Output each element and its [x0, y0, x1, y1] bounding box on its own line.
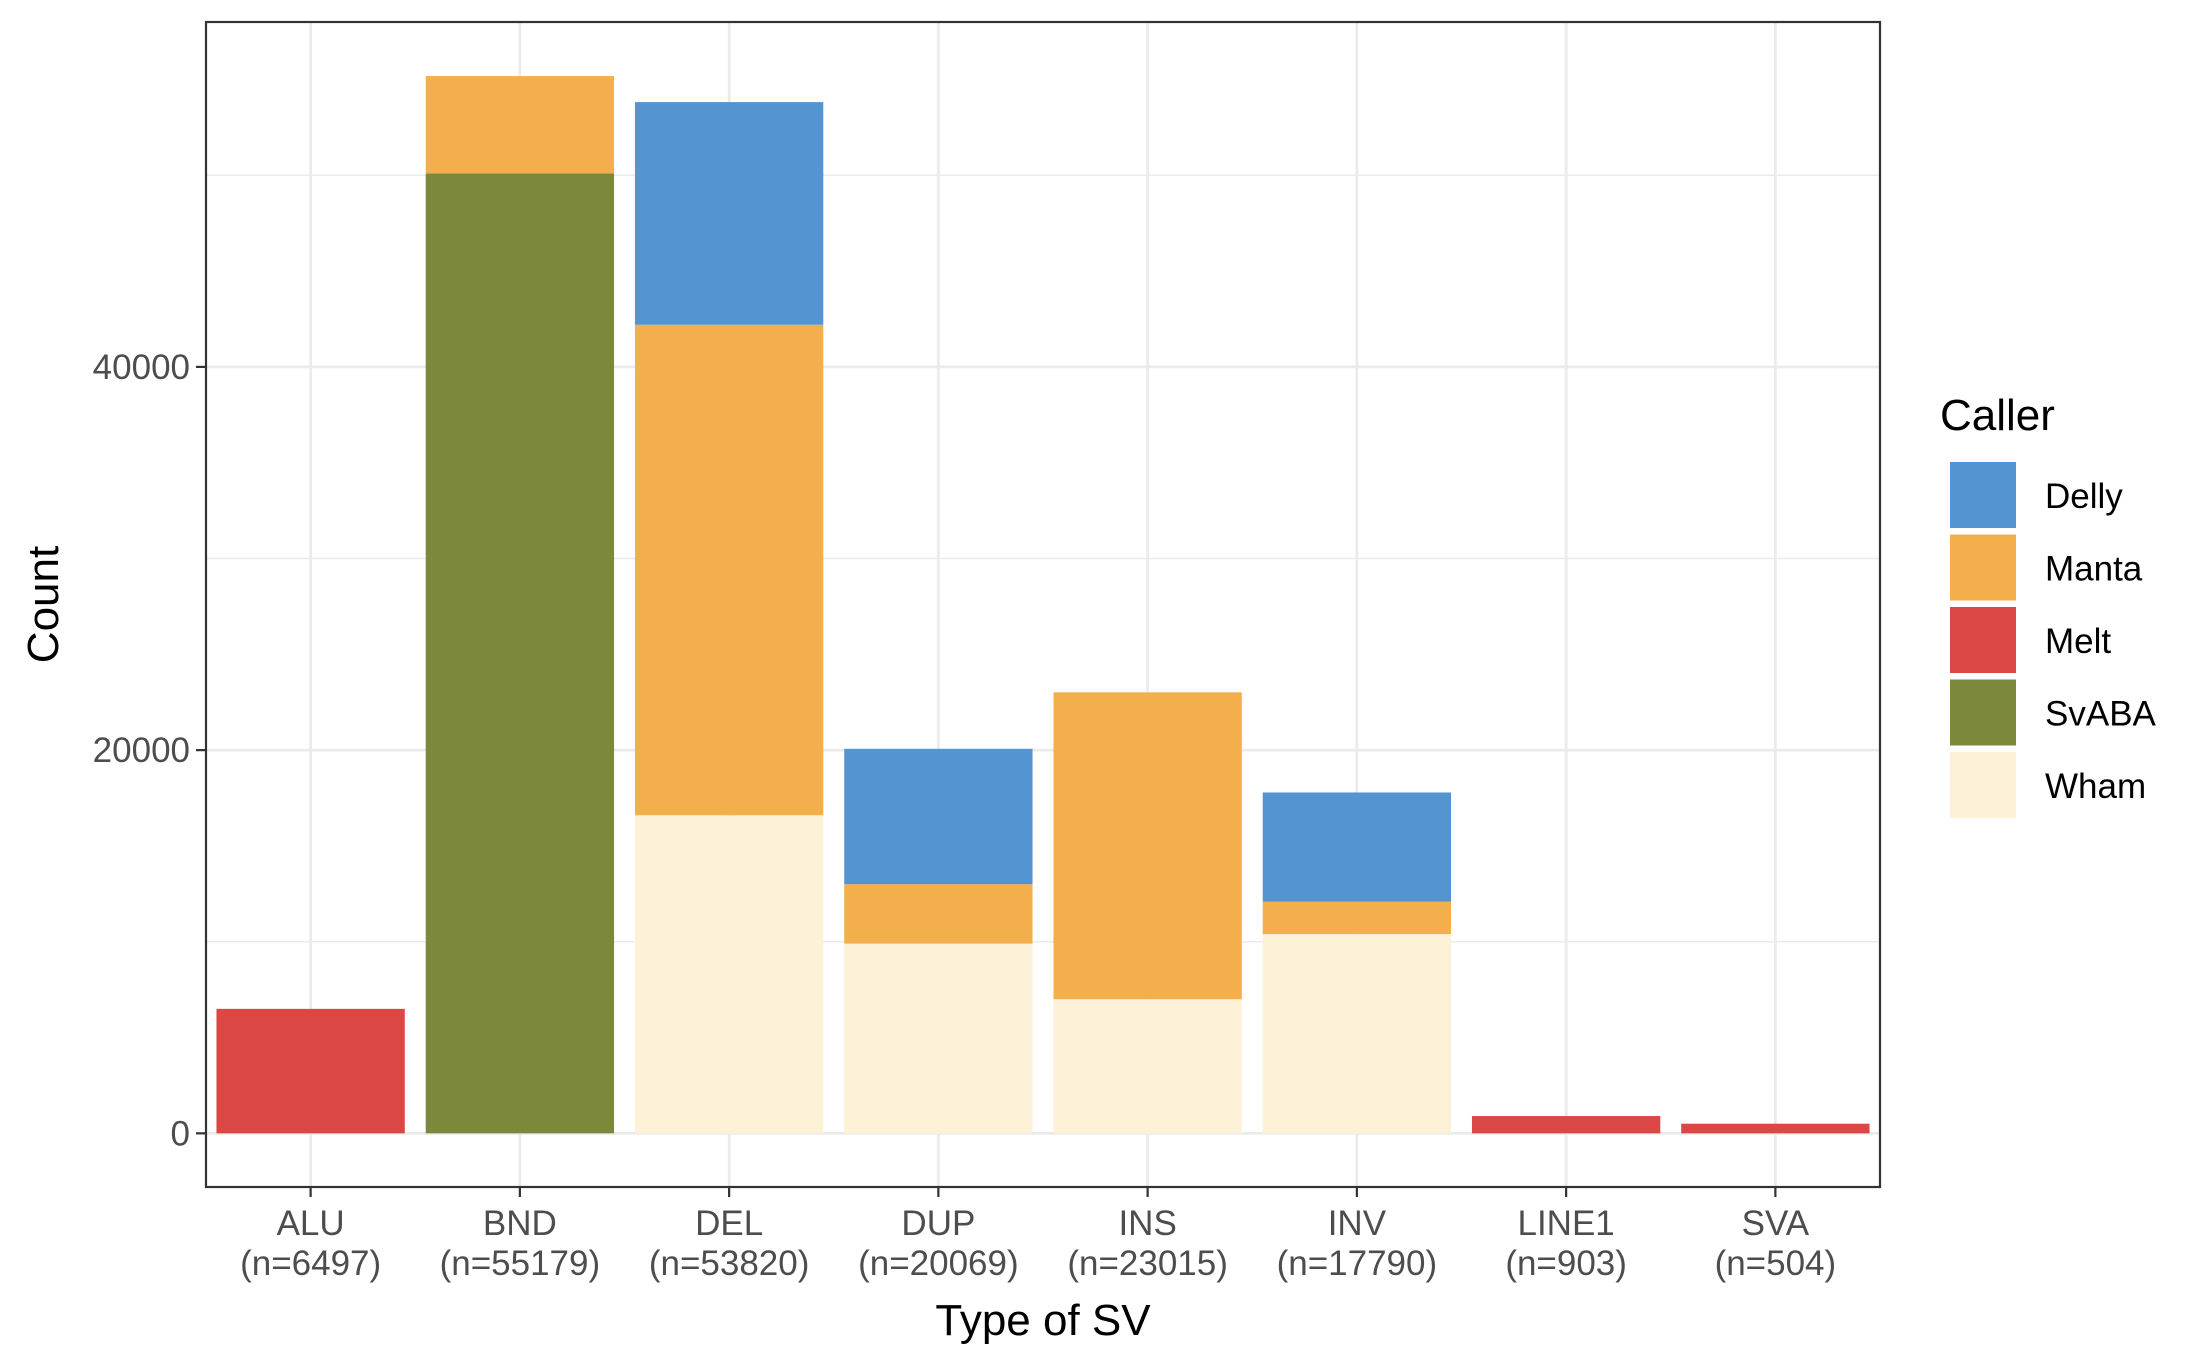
x-tick-count-label: (n=903)	[1505, 1244, 1627, 1283]
x-axis-title: Type of SV	[935, 1296, 1151, 1345]
x-tick-label: LINE1	[1517, 1204, 1614, 1243]
x-tick-count-label: (n=55179)	[440, 1244, 601, 1283]
x-tick-count-label: (n=6497)	[240, 1244, 381, 1283]
x-tick-count-label: (n=23015)	[1067, 1244, 1228, 1283]
bar-dup-delly	[844, 748, 1033, 885]
legend-swatch-delly	[1950, 462, 2016, 528]
legend-label-melt: Melt	[2045, 622, 2111, 661]
y-axis: 0 20000 40000	[93, 348, 206, 1153]
legend-swatch-manta	[1950, 534, 2016, 601]
bar-ins-manta	[1053, 692, 1242, 1000]
x-axis: ALU(n=6497)BND(n=55179)DEL(n=53820)DUP(n…	[240, 1187, 1836, 1283]
bar-line1-melt	[1471, 1116, 1661, 1134]
x-tick-label: DEL	[695, 1204, 763, 1243]
x-tick-label: INV	[1328, 1204, 1387, 1243]
x-tick-count-label: (n=504)	[1715, 1244, 1837, 1283]
legend-label-manta: Manta	[2045, 550, 2143, 589]
bar-del-wham	[634, 815, 824, 1134]
legend-swatch-wham	[1950, 752, 2016, 818]
y-axis-title: Count	[19, 546, 68, 663]
bar-inv-delly	[1262, 792, 1452, 902]
legend: Caller Delly Manta Melt SvABA Wham	[1940, 391, 2157, 818]
x-tick-count-label: (n=17790)	[1277, 1244, 1438, 1283]
bar-del-manta	[634, 324, 824, 816]
bar-inv-manta	[1262, 901, 1452, 935]
bar-ins-wham	[1053, 999, 1242, 1134]
x-tick-label: ALU	[277, 1204, 345, 1243]
bar-alu-melt	[216, 1008, 405, 1134]
legend-swatch-svaba	[1950, 679, 2016, 746]
y-tick-label: 0	[171, 1114, 190, 1153]
legend-title: Caller	[1940, 391, 2055, 440]
bar-sva-melt	[1681, 1123, 1870, 1134]
x-tick-label: BND	[483, 1204, 557, 1243]
legend-label-svaba: SvABA	[2045, 695, 2157, 734]
x-tick-count-label: (n=53820)	[649, 1244, 810, 1283]
x-tick-label: INS	[1118, 1204, 1176, 1243]
x-tick-label: SVA	[1742, 1204, 1810, 1243]
x-tick-count-label: (n=20069)	[858, 1244, 1019, 1283]
bar-dup-manta	[844, 884, 1033, 944]
bars	[216, 76, 1870, 1134]
legend-label-delly: Delly	[2045, 477, 2123, 516]
bar-dup-wham	[844, 943, 1033, 1134]
bar-del-delly	[634, 102, 824, 325]
y-tick-label: 40000	[93, 348, 190, 387]
x-tick-label: DUP	[901, 1204, 975, 1243]
panel-border	[204, 20, 1882, 1189]
legend-swatch-melt	[1950, 607, 2016, 673]
y-tick-label: 20000	[93, 731, 190, 770]
bar-bnd-svaba	[425, 173, 615, 1134]
bar-inv-wham	[1262, 934, 1452, 1134]
bar-bnd-manta	[425, 76, 615, 174]
legend-label-wham: Wham	[2045, 767, 2146, 806]
